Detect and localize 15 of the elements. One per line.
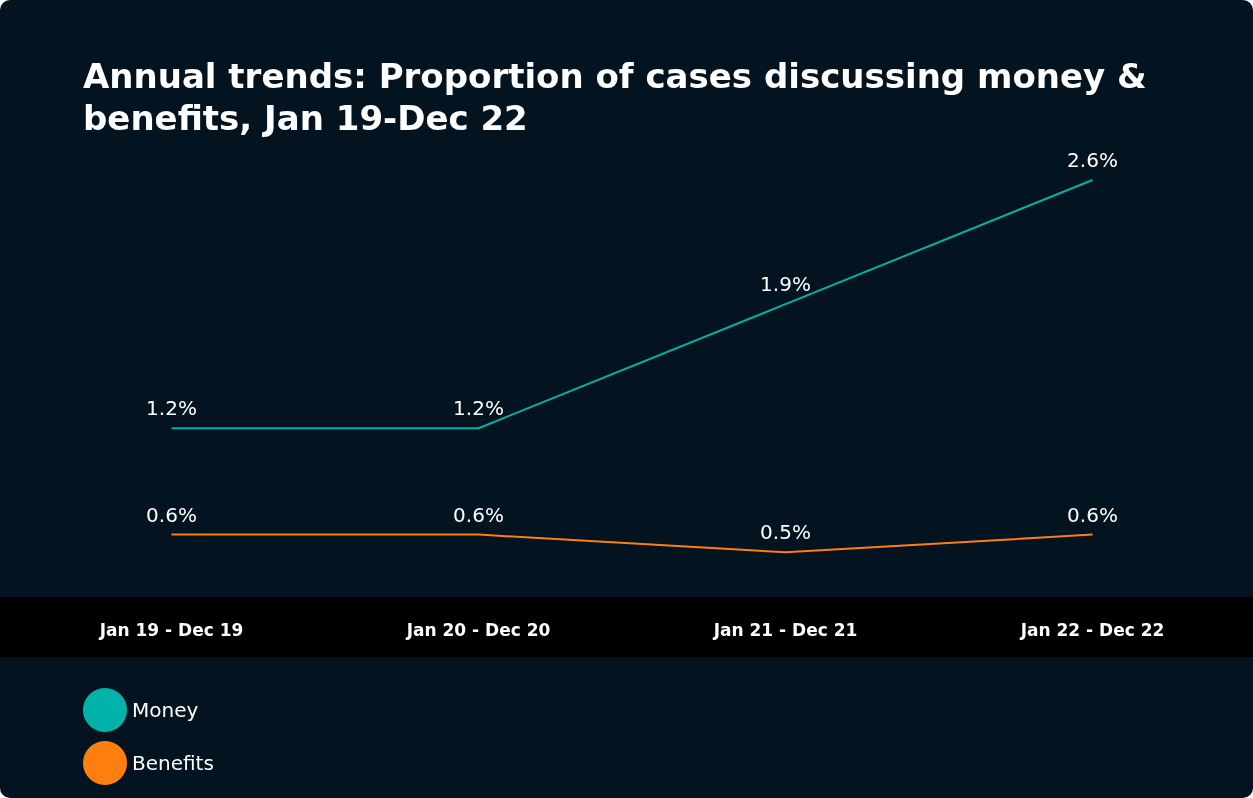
x-tick-label: Jan 20 - Dec 20	[405, 619, 551, 640]
data-label: 1.9%	[760, 272, 811, 297]
data-label: 0.5%	[760, 520, 811, 545]
data-label: 0.6%	[1067, 502, 1118, 527]
data-label: 0.6%	[453, 502, 504, 527]
chart-title: Annual trends: Proportion of cases discussing money & benefits, Jan 19-Dec 22	[83, 56, 1159, 138]
data-label: 1.2%	[146, 396, 197, 421]
x-tick-label: Jan 19 - Dec 19	[98, 619, 244, 640]
data-label: 0.6%	[146, 502, 197, 527]
data-label: 1.2%	[453, 396, 504, 421]
x-tick-label: Jan 22 - Dec 22	[1019, 619, 1165, 640]
data-label: 2.6%	[1067, 148, 1118, 172]
legend-label: Money	[132, 698, 199, 722]
x-tick-label: Jan 21 - Dec 21	[712, 619, 858, 640]
legend-label: Benefits	[132, 751, 214, 775]
